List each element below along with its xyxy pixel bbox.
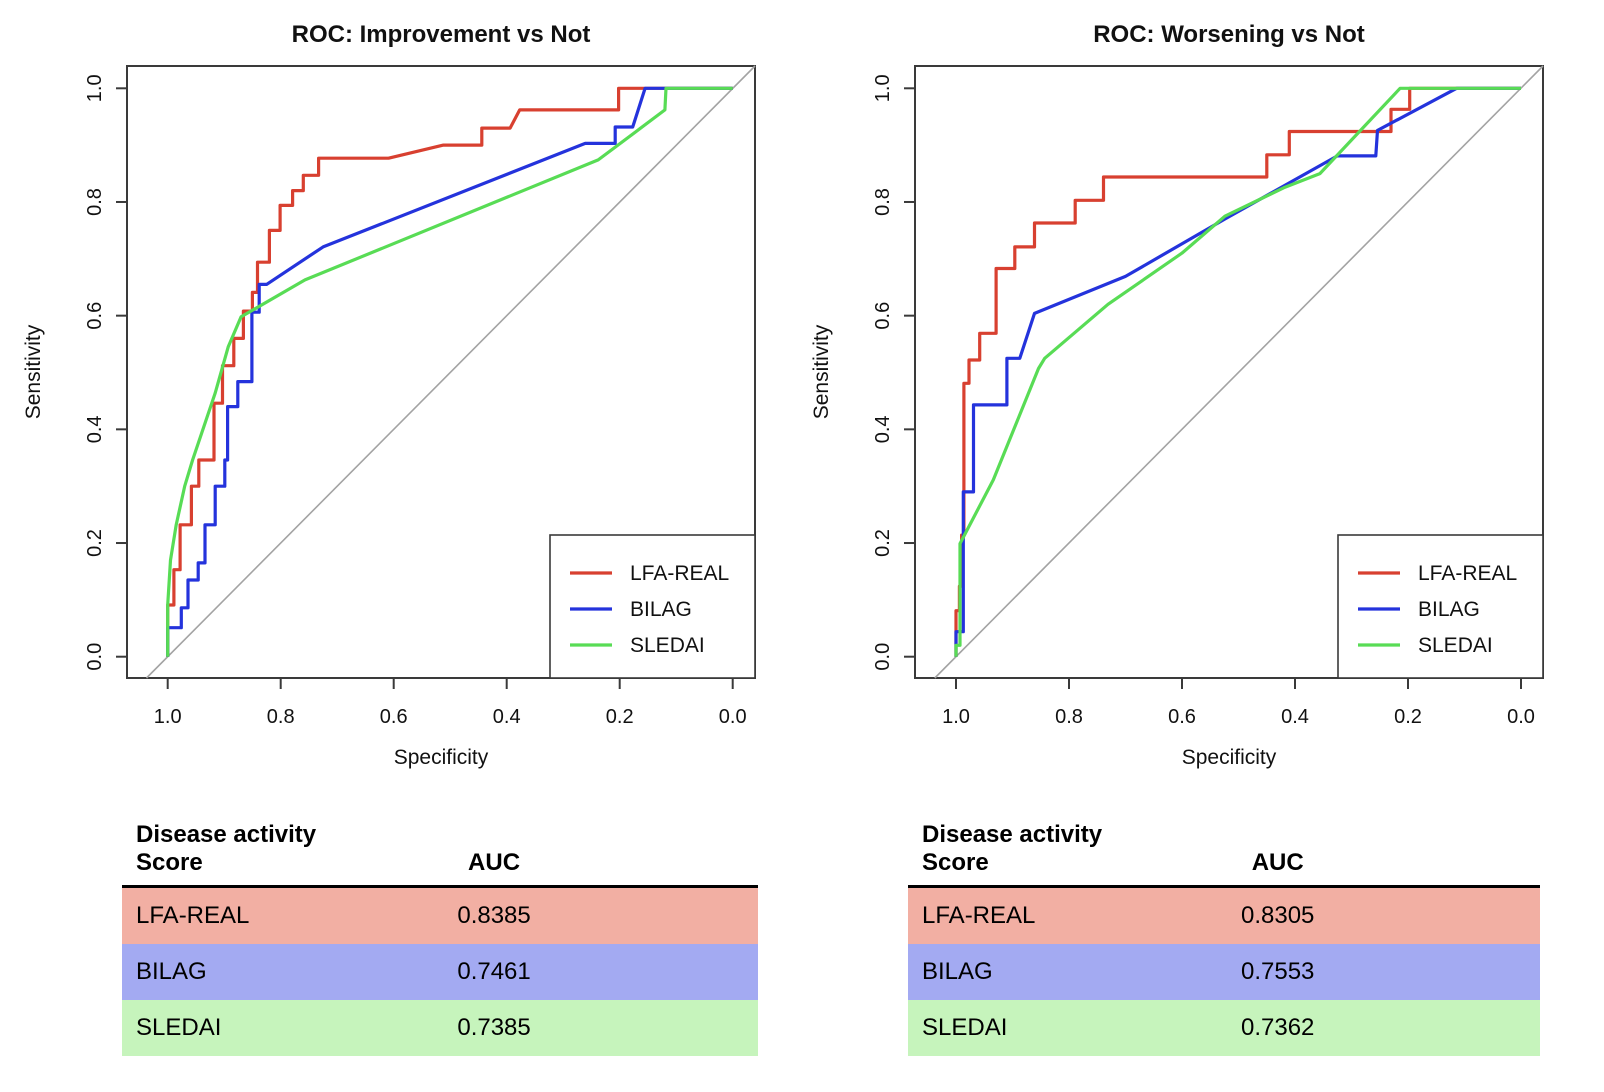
y-tick-label: 0.8	[872, 188, 894, 216]
x-tick-label: 0.0	[719, 706, 747, 728]
y-tick-label: 0.2	[872, 529, 894, 557]
x-axis-label-improvement: Specificity	[394, 746, 489, 769]
y-tick-label: 0.4	[84, 415, 106, 443]
y-tick-label: 0.4	[872, 415, 894, 443]
x-tick-label: 0.8	[1055, 706, 1083, 728]
y-axis-label-worsening: Sensitivity	[810, 324, 833, 419]
auc-table-row-bilag: BILAG 0.7553	[908, 944, 1540, 1000]
legend-label-lfa-real: LFA-REAL	[630, 562, 729, 585]
row-auc-value: 0.7553	[1241, 958, 1315, 985]
roc-curve-sledai	[954, 86, 1521, 657]
auc-table-row-sledai: SLEDAI 0.7362	[908, 1000, 1540, 1056]
legend-label-bilag: BILAG	[630, 598, 692, 621]
x-tick-label: 1.0	[154, 706, 182, 728]
legend-label-sledai: SLEDAI	[1418, 634, 1493, 657]
roc-curve-lfa-real	[166, 86, 733, 657]
auc-table-header-auc: AUC	[468, 849, 521, 876]
row-score-label: SLEDAI	[136, 1014, 222, 1041]
row-score-label: BILAG	[922, 958, 993, 985]
auc-table-header-auc: AUC	[1251, 849, 1304, 876]
y-tick-label: 0.6	[872, 302, 894, 330]
y-tick-label: 0.8	[84, 188, 106, 216]
plot-border	[126, 65, 756, 679]
chance-diagonal-line	[934, 65, 1544, 679]
x-tick-label: 0.4	[1281, 706, 1309, 728]
legend-box	[549, 534, 756, 679]
auc-table-body: LFA-REAL 0.8385 BILAG 0.7461 SLEDAI 0.7385	[122, 888, 758, 1056]
row-score-label: LFA-REAL	[136, 902, 250, 929]
roc-curve-sledai	[166, 86, 733, 657]
chance-diagonal-line	[145, 65, 756, 679]
roc-plot-improvement: 1.0 0.8 0.6 0.4 0.2 0.0 0.0 0.2 0.4 0.6 0.8 1.0 LFA-…	[84, 65, 756, 728]
x-axis-label-worsening: Specificity	[1182, 746, 1277, 769]
y-tick-label: 0.2	[84, 529, 106, 557]
x-tick-label: 0.6	[380, 706, 408, 728]
y-tick-label: 1.0	[84, 74, 106, 102]
auc-table-header: Disease activity Score AUC	[908, 821, 1540, 888]
roc-curve-bilag	[166, 86, 733, 657]
row-score-label: BILAG	[136, 958, 207, 985]
row-auc-value: 0.7461	[457, 958, 531, 985]
legend-label-bilag: BILAG	[1418, 598, 1480, 621]
legend-box	[1337, 534, 1544, 679]
auc-table-improvement: Disease activity Score AUC LFA-REAL 0.838…	[122, 821, 758, 1056]
row-auc-value: 0.8305	[1241, 902, 1315, 929]
y-tick-label: 1.0	[872, 74, 894, 102]
x-tick-label: 0.2	[1394, 706, 1422, 728]
auc-table-body: LFA-REAL 0.8305 BILAG 0.7553 SLEDAI 0.7362	[908, 888, 1540, 1056]
chart-title-improvement: ROC: Improvement vs Not	[292, 21, 591, 48]
chart-title-worsening: ROC: Worsening vs Not	[1093, 21, 1365, 48]
roc-plot-worsening: 1.0 0.8 0.6 0.4 0.2 0.0 0.0 0.2 0.4 0.6 0.8 1.0 LFA-…	[872, 65, 1544, 728]
x-tick-label: 0.6	[1168, 706, 1196, 728]
x-tick-label: 0.2	[606, 706, 634, 728]
auc-table-row-sledai: SLEDAI 0.7385	[122, 1000, 758, 1056]
row-score-label: LFA-REAL	[922, 902, 1036, 929]
row-auc-value: 0.8385	[457, 902, 531, 929]
row-auc-value: 0.7385	[457, 1014, 531, 1041]
legend-label-sledai: SLEDAI	[630, 634, 705, 657]
auc-table-row-lfa-real: LFA-REAL 0.8305	[908, 888, 1540, 944]
auc-table-row-bilag: BILAG 0.7461	[122, 944, 758, 1000]
auc-table-header: Disease activity Score AUC	[122, 821, 758, 888]
roc-curve-lfa-real	[954, 86, 1521, 657]
y-axis-label-improvement: Sensitivity	[22, 324, 45, 419]
auc-table-worsening: Disease activity Score AUC LFA-REAL 0.830…	[908, 821, 1540, 1056]
x-tick-label: 0.0	[1507, 706, 1535, 728]
x-tick-label: 1.0	[942, 706, 970, 728]
y-tick-label: 0.6	[84, 302, 106, 330]
y-tick-label: 0.0	[84, 643, 106, 671]
plot-border	[914, 65, 1544, 679]
auc-table-row-lfa-real: LFA-REAL 0.8385	[122, 888, 758, 944]
row-auc-value: 0.7362	[1241, 1014, 1315, 1041]
auc-table-header-score: Disease activity Score	[922, 821, 1103, 876]
legend-label-lfa-real: LFA-REAL	[1418, 562, 1517, 585]
x-tick-label: 0.8	[267, 706, 295, 728]
auc-table-header-score: Disease activity Score	[136, 821, 317, 876]
y-tick-label: 0.0	[872, 643, 894, 671]
row-score-label: SLEDAI	[922, 1014, 1008, 1041]
x-tick-label: 0.4	[493, 706, 521, 728]
